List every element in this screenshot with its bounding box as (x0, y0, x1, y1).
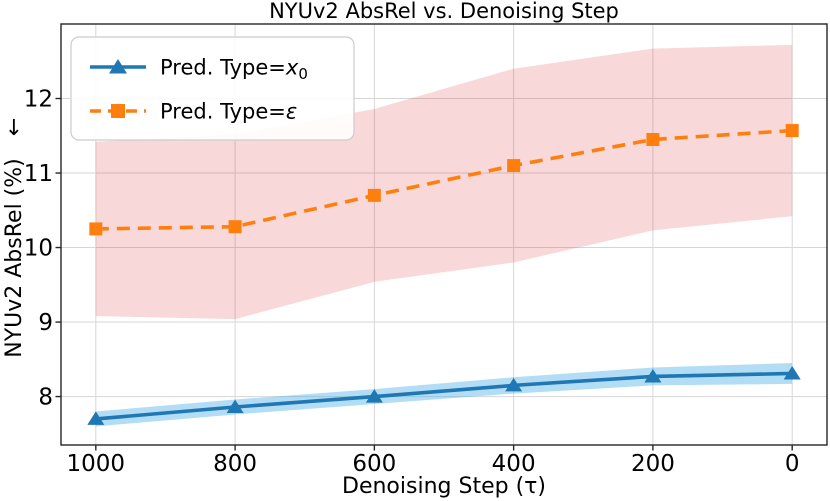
confidence-band-series-1 (95, 44, 793, 320)
x-axis-label: Denoising Step (τ) (342, 474, 546, 499)
y-tick-label: 8 (38, 385, 53, 411)
y-axis-lower-is-better-arrow-icon: ↓ (5, 116, 23, 141)
legend-label-series-0: Pred. Type=x0 (160, 56, 308, 84)
triangle-marker (226, 399, 244, 413)
chart-title: NYUv2 AbsRel vs. Denoising Step (269, 0, 619, 23)
legend-triangle-marker-icon (109, 59, 127, 74)
series-layer (87, 124, 801, 425)
plot-border (60, 23, 828, 446)
y-tick-label: 11 (24, 161, 53, 187)
x-tick-label: 600 (352, 451, 396, 477)
confidence-band-series-0 (95, 363, 793, 427)
square-marker (89, 222, 103, 236)
triangle-marker (505, 377, 523, 392)
triangle-marker (783, 365, 801, 380)
legend: Pred. Type=x0 Pred. Type=ε (70, 36, 355, 141)
x-tick-label: 800 (213, 451, 257, 477)
line-series-0 (95, 371, 793, 421)
x-tick-label: 200 (631, 451, 675, 477)
square-marker (507, 159, 521, 173)
square-marker (367, 188, 381, 202)
triangle-marker (365, 389, 383, 403)
x-tick-label: 0 (785, 451, 800, 477)
square-marker (646, 132, 660, 146)
y-axis-label: NYUv2 AbsRel (%) (2, 158, 27, 358)
x-tick-label: 1000 (67, 451, 126, 477)
triangle-marker (644, 368, 662, 383)
tick-layer: 1000 800 600 400 200 0 8 9 10 11 12 (24, 87, 800, 477)
y-tick-label: 10 (24, 236, 53, 262)
y-tick-label: 9 (38, 310, 53, 336)
line-series-1 (95, 128, 793, 231)
y-tick-label: 12 (24, 87, 53, 113)
legend-box (70, 36, 355, 141)
square-marker (785, 124, 799, 138)
square-marker (228, 220, 242, 234)
triangle-marker (87, 411, 105, 425)
x-tick-label: 400 (492, 451, 536, 477)
legend-label-series-1: Pred. Type=ε (160, 100, 297, 124)
legend-square-marker-icon (111, 104, 125, 118)
